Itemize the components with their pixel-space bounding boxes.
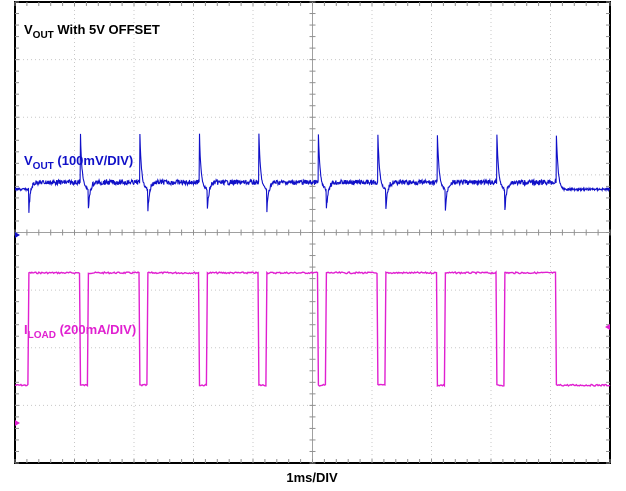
chart-title: VOUT With 5V OFFSET bbox=[24, 22, 160, 41]
iload-trigger-marker bbox=[605, 324, 610, 330]
iload-ground-marker bbox=[15, 420, 20, 426]
vout-ground-marker bbox=[15, 232, 20, 238]
grid-lines bbox=[14, 1, 611, 464]
iload-series-label: ILOAD (200mA/DIV) bbox=[24, 322, 136, 341]
vout-trace bbox=[14, 133, 611, 213]
x-axis-label: 1ms/DIV bbox=[286, 470, 338, 485]
iload-trace bbox=[14, 270, 611, 388]
signal-traces bbox=[14, 133, 611, 388]
vout-series-label: VOUT (100mV/DIV) bbox=[24, 153, 133, 172]
